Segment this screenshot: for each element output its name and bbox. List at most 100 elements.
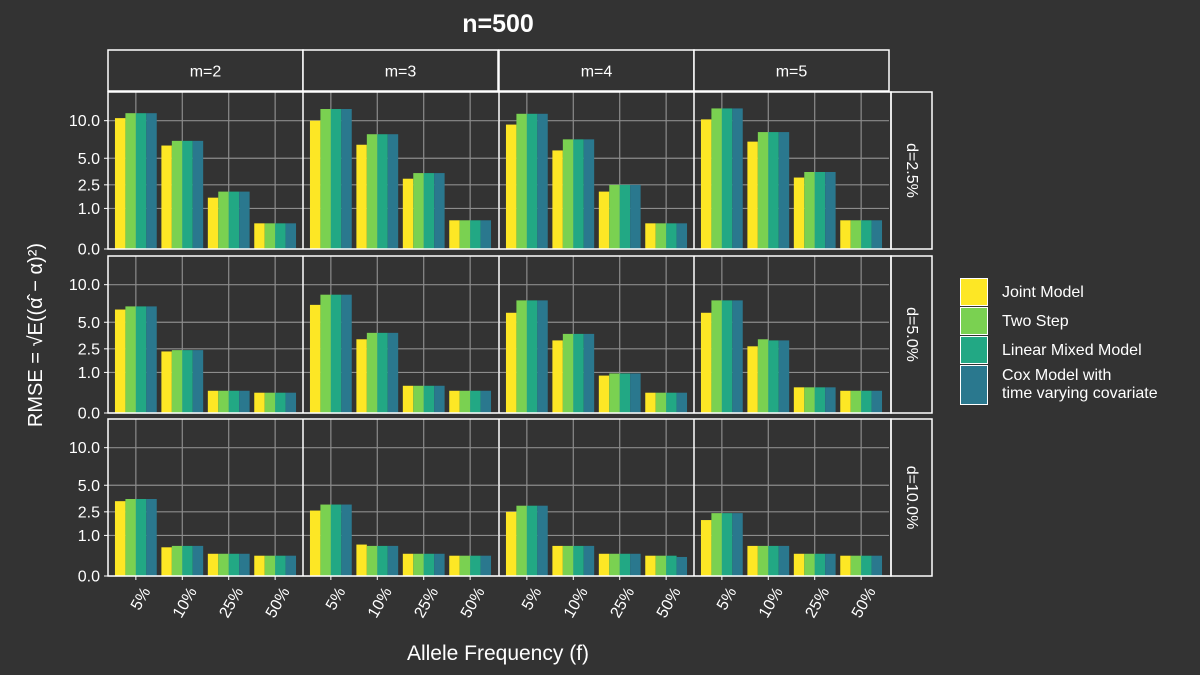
bar (275, 223, 286, 249)
bar (228, 390, 240, 413)
bar (275, 555, 286, 576)
bar (470, 220, 481, 249)
y-axis-title: RMSE = √E((α̂ − α)²) (25, 243, 47, 427)
bar (778, 340, 790, 413)
facet-strip-d=2.5% (890, 91, 933, 250)
bar (757, 132, 769, 249)
bar (114, 501, 126, 576)
bar (516, 300, 527, 413)
bar (356, 544, 367, 576)
bar (356, 144, 367, 249)
bar (814, 172, 826, 249)
x-tick-label: 5% (128, 585, 154, 614)
bar (285, 392, 297, 413)
chart-title: n=500 (462, 10, 534, 38)
bar (505, 312, 517, 413)
y-tick-label: 1.0 (78, 201, 100, 218)
bar (711, 513, 722, 576)
bar (387, 545, 399, 576)
bar (264, 392, 276, 413)
bar (757, 545, 769, 576)
bar (676, 556, 688, 576)
bar (239, 390, 250, 413)
legend-swatch (960, 307, 988, 335)
bar (619, 373, 631, 413)
bar (721, 513, 733, 576)
bar (850, 555, 862, 576)
bar (793, 553, 805, 576)
bar (747, 346, 758, 413)
x-tick-label: 5% (323, 585, 349, 614)
bar (630, 184, 641, 249)
bar (459, 390, 471, 413)
bar (825, 387, 836, 413)
legend-label: Joint Model (1002, 284, 1084, 301)
bar (598, 553, 610, 576)
bar (264, 555, 276, 576)
bar (264, 223, 276, 249)
bar (254, 392, 265, 413)
bar (434, 553, 445, 576)
bar (171, 545, 183, 576)
bar (228, 191, 240, 249)
bar (135, 499, 147, 576)
facet-strip-m=2 (107, 49, 304, 92)
bar (171, 140, 183, 249)
bar (552, 545, 563, 576)
bar (377, 545, 388, 576)
bar (423, 173, 435, 249)
bar (619, 184, 631, 249)
facet-strip-m=4 (498, 49, 695, 92)
bar (747, 141, 758, 249)
bar (218, 191, 229, 249)
y-tick-label: 5.0 (78, 478, 100, 495)
bar (285, 223, 297, 249)
bar (609, 184, 620, 249)
bar (207, 553, 219, 576)
bar (161, 351, 172, 413)
x-tick-label: 5% (714, 585, 740, 614)
bar (402, 385, 414, 413)
y-tick-label: 2.5 (78, 177, 100, 194)
x-tick-label: 25% (802, 585, 833, 621)
bar (562, 333, 574, 413)
bar (480, 390, 492, 413)
bar (778, 132, 790, 249)
bar (192, 350, 204, 413)
legend-swatch (960, 278, 988, 306)
bar (480, 220, 492, 249)
bar (814, 553, 826, 576)
bar (516, 505, 527, 576)
x-tick-label: 50% (654, 585, 685, 621)
facet-strip-d=10.0% (890, 418, 933, 577)
bar (505, 124, 517, 249)
y-tick-label: 0.0 (78, 569, 100, 586)
bar (146, 306, 157, 413)
bar (320, 504, 331, 576)
bar (449, 555, 460, 576)
bar (285, 555, 297, 576)
bar (721, 300, 733, 413)
bar (721, 108, 733, 249)
facet-label-d=5.0%: d=5.0% (903, 307, 920, 362)
bar (135, 306, 147, 413)
bar (254, 555, 265, 576)
panel-d=2.5%-m=2 (108, 92, 303, 250)
bar (275, 392, 286, 413)
bar (562, 545, 574, 576)
bar (341, 109, 352, 249)
bar (768, 132, 779, 249)
bar (377, 332, 388, 413)
bar (562, 139, 574, 249)
bar (459, 220, 471, 249)
bar (804, 172, 815, 249)
bar (676, 392, 688, 413)
bar (207, 390, 219, 413)
y-tick-label: 2.5 (78, 341, 100, 358)
bar (161, 547, 172, 576)
bar (330, 109, 342, 249)
bar (676, 223, 688, 249)
bar (218, 390, 229, 413)
bar (619, 553, 631, 576)
